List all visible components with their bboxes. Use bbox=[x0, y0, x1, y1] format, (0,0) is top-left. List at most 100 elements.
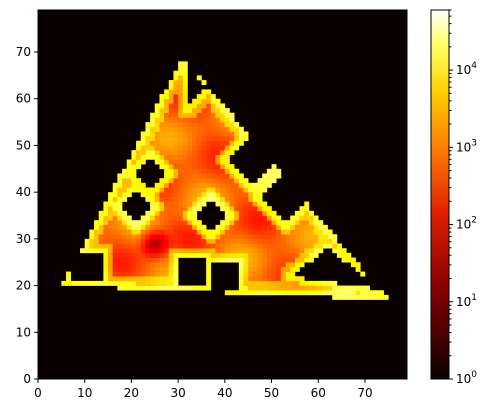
heatmap-cell bbox=[220, 206, 226, 212]
heatmap-cell bbox=[126, 164, 132, 170]
heatmap-cell bbox=[346, 294, 352, 300]
heatmap-cell bbox=[234, 238, 240, 244]
heatmap-cell bbox=[159, 238, 165, 244]
heatmap-cell bbox=[355, 290, 361, 296]
heatmap-cell bbox=[271, 168, 277, 174]
heatmap-cell bbox=[136, 238, 142, 244]
x-tick-label: 0 bbox=[34, 386, 42, 400]
heatmap-cell bbox=[322, 280, 328, 286]
heatmap-cell bbox=[252, 210, 258, 216]
heatmap-cell bbox=[150, 145, 156, 151]
heatmap-cell bbox=[154, 131, 160, 137]
heatmap-cell bbox=[159, 234, 165, 240]
heatmap-cell bbox=[126, 220, 132, 226]
heatmap-cell bbox=[168, 136, 174, 142]
heatmap-cell bbox=[70, 280, 76, 286]
heatmap-cell bbox=[248, 187, 254, 193]
heatmap-cell bbox=[145, 220, 151, 226]
heatmap-cell bbox=[238, 238, 244, 244]
heatmap-cell bbox=[350, 290, 356, 296]
heatmap-cell bbox=[248, 262, 254, 268]
heatmap-cell bbox=[220, 173, 226, 179]
heatmap-cell bbox=[215, 229, 221, 235]
heatmap-cell bbox=[159, 201, 165, 207]
heatmap-cell bbox=[271, 234, 277, 240]
heatmap-cell bbox=[196, 122, 202, 128]
heatmap-cell bbox=[238, 234, 244, 240]
heatmap-cell bbox=[313, 243, 319, 249]
heatmap-cell bbox=[257, 224, 263, 230]
heatmap-cell bbox=[187, 187, 193, 193]
heatmap-cell bbox=[229, 210, 235, 216]
heatmap-cell bbox=[215, 159, 221, 165]
heatmap-cell bbox=[341, 248, 347, 254]
heatmap-cell bbox=[276, 238, 282, 244]
heatmap-cell bbox=[280, 290, 286, 296]
heatmap-cell bbox=[262, 266, 268, 272]
heatmap-cell bbox=[154, 252, 160, 258]
heatmap-cell bbox=[350, 285, 356, 291]
heatmap-cell bbox=[173, 103, 179, 109]
heatmap-cell bbox=[94, 224, 100, 230]
heatmap-cell bbox=[150, 262, 156, 268]
heatmap-cell bbox=[192, 154, 198, 160]
heatmap-cell bbox=[257, 215, 263, 221]
heatmap-cell bbox=[206, 145, 212, 151]
heatmap-cell bbox=[215, 108, 221, 114]
heatmap-cell bbox=[210, 145, 216, 151]
heatmap-cell bbox=[159, 140, 165, 146]
heatmap-cell bbox=[168, 103, 174, 109]
heatmap-cell bbox=[145, 215, 151, 221]
heatmap-cell bbox=[187, 178, 193, 184]
heatmap-cell bbox=[238, 140, 244, 146]
heatmap-cell bbox=[308, 234, 314, 240]
heatmap-cell bbox=[182, 178, 188, 184]
heatmap-cell bbox=[290, 224, 296, 230]
y-tick-label: 0 bbox=[23, 372, 31, 386]
heatmap-cell bbox=[150, 187, 156, 193]
heatmap-cell bbox=[271, 257, 277, 263]
heatmap-cell bbox=[210, 187, 216, 193]
heatmap-cell bbox=[178, 243, 184, 249]
heatmap-cell bbox=[196, 187, 202, 193]
heatmap-cell bbox=[168, 192, 174, 198]
heatmap-cell bbox=[313, 220, 319, 226]
heatmap-cell bbox=[220, 145, 226, 151]
heatmap-cell bbox=[196, 285, 202, 291]
heatmap-cell bbox=[187, 192, 193, 198]
heatmap-cell bbox=[238, 285, 244, 291]
heatmap-cell bbox=[336, 243, 342, 249]
heatmap-cell bbox=[122, 192, 128, 198]
heatmap-cell bbox=[168, 266, 174, 272]
heatmap-cell bbox=[126, 215, 132, 221]
heatmap-cell bbox=[131, 243, 137, 249]
heatmap-cell bbox=[243, 187, 249, 193]
heatmap-cell bbox=[238, 224, 244, 230]
heatmap-cell bbox=[206, 89, 212, 95]
heatmap-cell bbox=[196, 136, 202, 142]
heatmap-cell bbox=[243, 182, 249, 188]
heatmap-cell bbox=[192, 173, 198, 179]
heatmap-cell bbox=[224, 112, 230, 118]
heatmap-cell bbox=[117, 201, 123, 207]
heatmap-cell bbox=[210, 182, 216, 188]
heatmap-cell bbox=[192, 136, 198, 142]
heatmap-cell bbox=[322, 224, 328, 230]
heatmap-cell bbox=[299, 210, 305, 216]
heatmap-cell bbox=[210, 243, 216, 249]
heatmap-cell bbox=[159, 262, 165, 268]
heatmap-cell bbox=[238, 206, 244, 212]
heatmap-cell bbox=[196, 75, 202, 81]
heatmap-cell bbox=[103, 252, 109, 258]
heatmap-cell bbox=[112, 210, 118, 216]
heatmap-cell bbox=[192, 112, 198, 118]
heatmap-cell bbox=[201, 173, 207, 179]
heatmap-cell bbox=[206, 122, 212, 128]
heatmap-cell bbox=[215, 126, 221, 132]
heatmap-cell bbox=[168, 159, 174, 165]
heatmap-cell bbox=[173, 145, 179, 151]
heatmap-cell bbox=[266, 252, 272, 258]
heatmap-cell bbox=[164, 280, 170, 286]
heatmap-cell bbox=[285, 266, 291, 272]
heatmap-cell bbox=[238, 201, 244, 207]
